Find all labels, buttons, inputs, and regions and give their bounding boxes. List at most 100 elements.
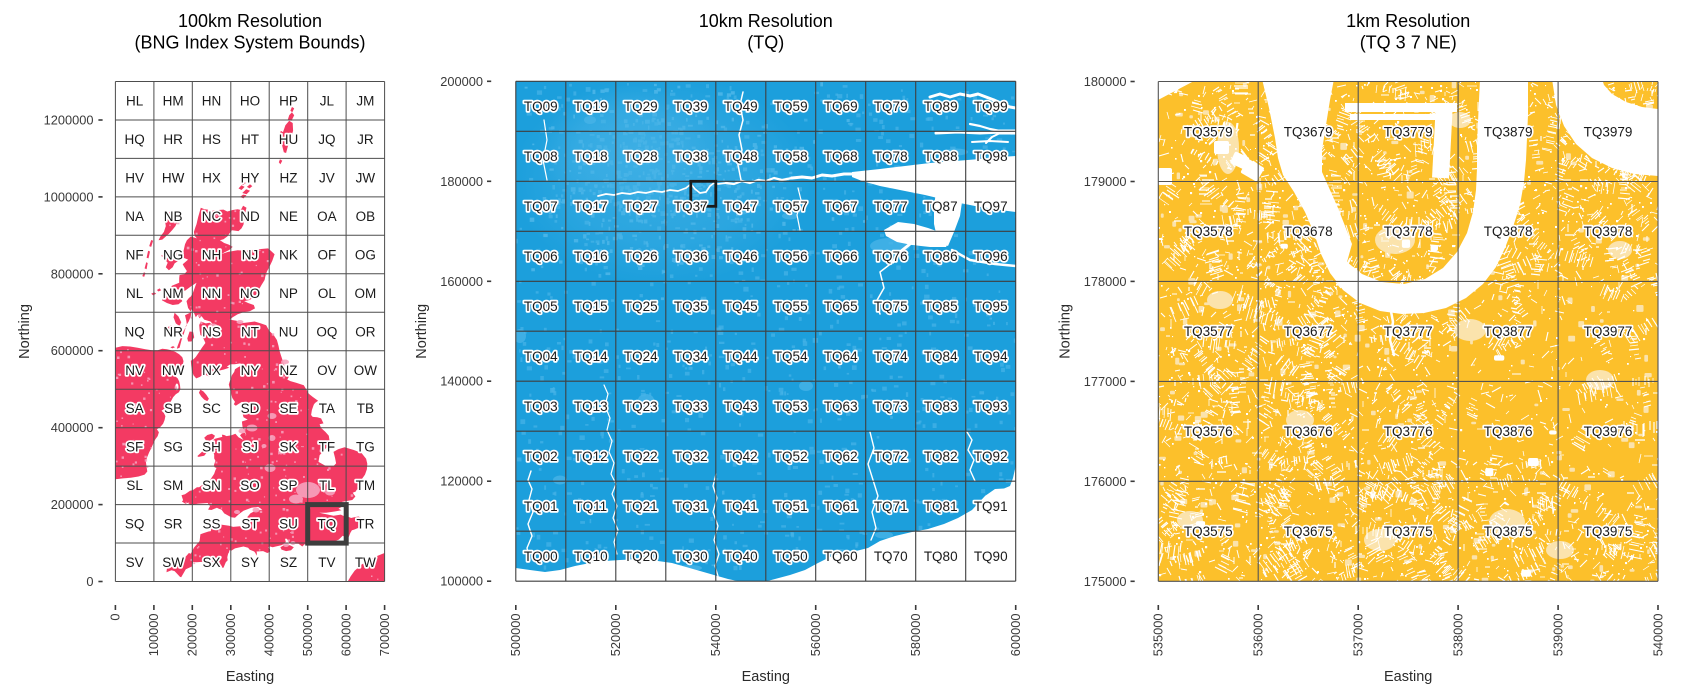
svg-text:TQ25: TQ25 [624, 299, 658, 314]
svg-text:TQ94: TQ94 [974, 349, 1008, 364]
svg-text:JM: JM [356, 94, 374, 109]
svg-text:100km Resolution: 100km Resolution [178, 11, 322, 31]
svg-text:200000: 200000 [440, 74, 483, 89]
svg-text:SD: SD [241, 401, 260, 416]
svg-text:176000: 176000 [1084, 474, 1127, 489]
svg-text:179000: 179000 [1084, 174, 1127, 189]
svg-text:TQ72: TQ72 [874, 449, 908, 464]
svg-text:TQ68: TQ68 [824, 149, 858, 164]
svg-text:TQ93: TQ93 [974, 399, 1008, 414]
svg-text:SC: SC [202, 401, 221, 416]
svg-text:TQ17: TQ17 [574, 199, 608, 214]
svg-text:SR: SR [164, 517, 183, 532]
svg-text:TQ48: TQ48 [724, 149, 758, 164]
svg-text:TQ3978: TQ3978 [1584, 224, 1633, 239]
svg-text:TQ38: TQ38 [674, 149, 708, 164]
svg-text:TQ73: TQ73 [874, 399, 908, 414]
svg-text:HX: HX [202, 171, 221, 186]
svg-text:TQ3576: TQ3576 [1184, 424, 1233, 439]
svg-text:TQ84: TQ84 [924, 349, 958, 364]
svg-text:NE: NE [279, 209, 298, 224]
svg-text:NJ: NJ [242, 247, 259, 262]
svg-text:SH: SH [202, 440, 221, 455]
svg-text:OG: OG [355, 247, 376, 262]
svg-text:TQ15: TQ15 [574, 299, 608, 314]
svg-text:NU: NU [279, 324, 299, 339]
svg-text:Easting: Easting [742, 669, 790, 685]
svg-text:SV: SV [126, 555, 144, 570]
svg-text:NS: NS [202, 324, 221, 339]
svg-text:SL: SL [126, 478, 143, 493]
svg-text:TQ23: TQ23 [624, 399, 658, 414]
svg-text:500000: 500000 [300, 614, 315, 657]
svg-text:TG: TG [356, 440, 375, 455]
svg-text:NG: NG [163, 247, 183, 262]
svg-text:OF: OF [318, 247, 337, 262]
svg-text:TQ04: TQ04 [524, 349, 558, 364]
svg-text:TQ03: TQ03 [524, 399, 558, 414]
svg-text:TQ01: TQ01 [524, 499, 558, 514]
svg-text:NW: NW [162, 363, 185, 378]
svg-text:TL: TL [319, 478, 335, 493]
svg-text:NM: NM [163, 286, 184, 301]
svg-text:600000: 600000 [1008, 614, 1023, 657]
svg-text:TQ09: TQ09 [524, 99, 558, 114]
svg-text:560000: 560000 [808, 614, 823, 657]
svg-text:NQ: NQ [124, 324, 144, 339]
svg-text:TQ99: TQ99 [974, 99, 1008, 114]
svg-text:177000: 177000 [1084, 374, 1127, 389]
svg-text:Northing: Northing [414, 304, 430, 359]
svg-text:TQ3579: TQ3579 [1184, 124, 1233, 139]
svg-text:TQ3875: TQ3875 [1484, 524, 1533, 539]
svg-text:NN: NN [202, 286, 222, 301]
svg-text:TQ71: TQ71 [874, 499, 908, 514]
svg-text:TQ44: TQ44 [724, 349, 758, 364]
svg-text:NV: NV [125, 363, 144, 378]
svg-text:TQ80: TQ80 [924, 549, 958, 564]
svg-text:TQ16: TQ16 [574, 249, 608, 264]
svg-text:TQ3878: TQ3878 [1484, 224, 1533, 239]
svg-text:TQ98: TQ98 [974, 149, 1008, 164]
svg-text:SF: SF [126, 440, 143, 455]
svg-text:TQ34: TQ34 [674, 349, 708, 364]
svg-text:540000: 540000 [1650, 614, 1665, 657]
svg-text:TQ89: TQ89 [924, 99, 958, 114]
svg-text:TQ3578: TQ3578 [1184, 224, 1233, 239]
svg-text:175000: 175000 [1084, 574, 1127, 589]
svg-text:536000: 536000 [1251, 614, 1266, 657]
svg-text:TQ3976: TQ3976 [1584, 424, 1633, 439]
svg-text:537000: 537000 [1351, 614, 1366, 657]
svg-text:SN: SN [202, 478, 221, 493]
svg-text:TQ66: TQ66 [824, 249, 858, 264]
svg-text:TQ18: TQ18 [574, 149, 608, 164]
svg-text:TQ53: TQ53 [774, 399, 808, 414]
svg-text:SZ: SZ [280, 555, 297, 570]
svg-text:TF: TF [319, 440, 336, 455]
svg-text:SO: SO [240, 478, 260, 493]
svg-text:TV: TV [318, 555, 335, 570]
svg-text:1000000: 1000000 [44, 189, 94, 204]
svg-text:HR: HR [163, 132, 183, 147]
svg-text:SW: SW [162, 555, 184, 570]
svg-text:TQ85: TQ85 [924, 299, 958, 314]
svg-text:TQ45: TQ45 [724, 299, 758, 314]
svg-text:OL: OL [318, 286, 337, 301]
svg-text:10km Resolution: 10km Resolution [699, 11, 833, 31]
svg-text:TQ37: TQ37 [674, 199, 708, 214]
svg-text:SS: SS [202, 517, 220, 532]
svg-text:TQ60: TQ60 [824, 549, 858, 564]
svg-text:NY: NY [241, 363, 260, 378]
svg-text:TQ12: TQ12 [574, 449, 608, 464]
svg-text:HT: HT [241, 132, 259, 147]
svg-text:1200000: 1200000 [44, 113, 94, 128]
svg-text:400000: 400000 [262, 614, 277, 657]
svg-text:NP: NP [279, 286, 298, 301]
svg-text:OQ: OQ [316, 324, 337, 339]
svg-text:TQ46: TQ46 [724, 249, 758, 264]
svg-text:TQ76: TQ76 [874, 249, 908, 264]
svg-text:TQ35: TQ35 [674, 299, 708, 314]
svg-text:(TQ): (TQ) [747, 32, 784, 52]
svg-text:TQ3778: TQ3778 [1384, 224, 1433, 239]
svg-text:NF: NF [126, 247, 144, 262]
svg-text:SA: SA [126, 401, 144, 416]
